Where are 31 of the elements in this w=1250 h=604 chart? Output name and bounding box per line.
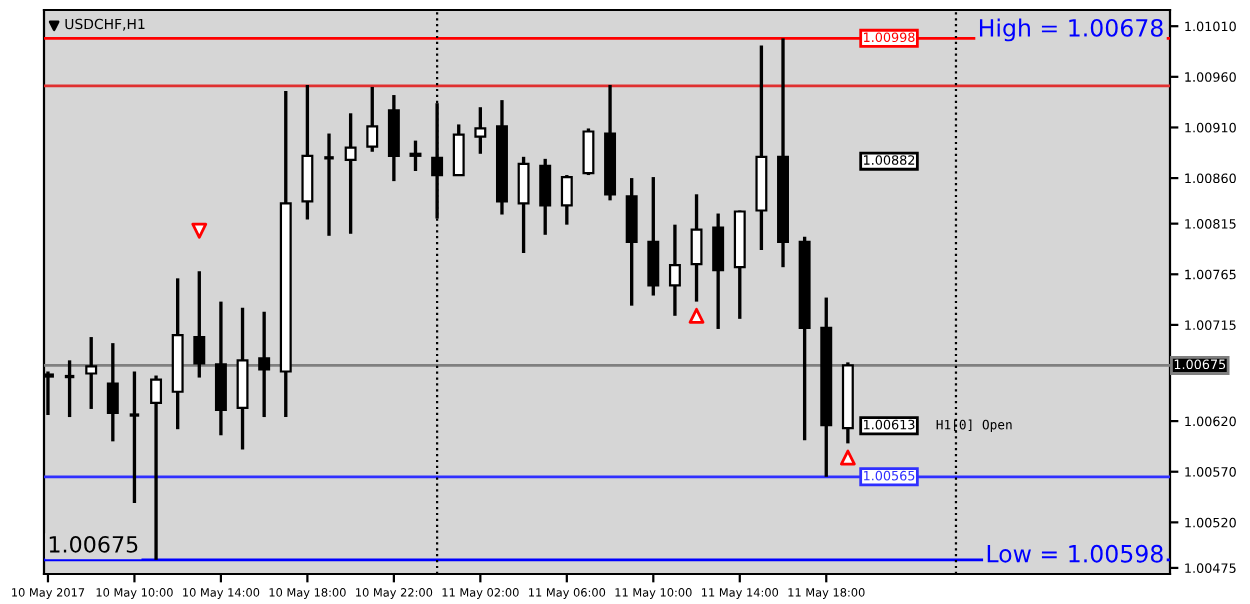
candlestick — [322, 131, 336, 238]
candlestick — [560, 173, 573, 227]
candlestick — [236, 306, 249, 452]
annotation: Low = 1.00598 — [987, 544, 1163, 563]
candlestick — [474, 105, 487, 156]
point — [839, 449, 856, 466]
candlestick — [582, 126, 595, 177]
candlestick — [409, 138, 422, 173]
candlestick — [625, 176, 638, 308]
candlestick — [690, 192, 703, 304]
candlestick — [85, 335, 98, 411]
candlestick — [517, 155, 530, 255]
candlestick — [128, 369, 141, 505]
candlestick — [258, 310, 271, 419]
candlestick — [452, 122, 465, 177]
candlestick — [668, 222, 681, 318]
candlestick — [387, 93, 400, 183]
candlestick — [150, 373, 163, 562]
point — [688, 307, 705, 324]
candlestick — [344, 111, 357, 236]
candlestick — [539, 157, 552, 237]
candlestick — [193, 269, 206, 380]
candlestick — [366, 85, 379, 154]
candlestick — [647, 175, 660, 298]
candlestick — [301, 83, 314, 222]
candlestick — [712, 211, 725, 331]
candlestick — [106, 341, 119, 444]
candlestick — [214, 299, 227, 437]
point — [191, 222, 208, 239]
annotation: 1.00675 — [49, 535, 138, 553]
annotation: High = 1.00678 — [979, 18, 1163, 42]
